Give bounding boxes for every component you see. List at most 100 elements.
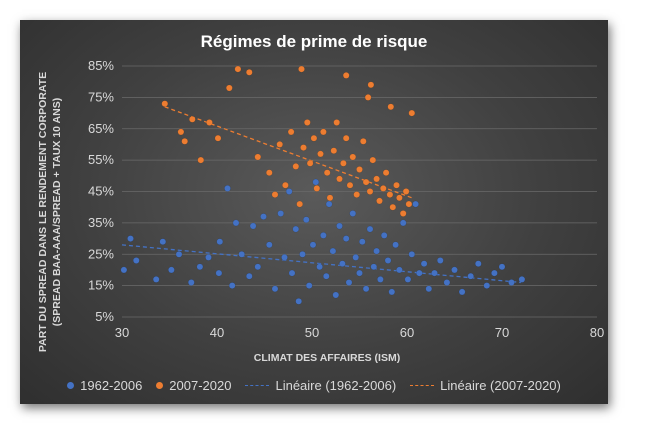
data-point-series-2 <box>323 169 331 176</box>
data-point-series-2 <box>161 100 169 107</box>
y-axis-title-line1: PART DU SPREAD DANS LE RENDEMENT CORPORA… <box>37 72 49 352</box>
data-point-series-1 <box>224 185 231 192</box>
data-point-series-2 <box>379 185 387 192</box>
data-point-series-1 <box>260 213 267 220</box>
data-point-series-1 <box>168 266 175 274</box>
data-point-series-1 <box>196 263 204 271</box>
data-point-series-2 <box>320 128 327 136</box>
data-point-series-1 <box>399 219 407 227</box>
trendline-1 <box>121 244 522 284</box>
legend-item-trend-2: Linéaire (2007-2020) <box>410 378 561 393</box>
data-point-series-1 <box>349 210 357 217</box>
data-point-series-1 <box>127 235 134 242</box>
data-point-series-1 <box>420 260 428 267</box>
scatter-plot: 5% 15% 25% 35% 45% 55% 65% 75% 85% 30 40 50 60 70 80 C… <box>37 58 604 364</box>
data-point-series-2 <box>342 134 350 142</box>
y-tick-label: 35% <box>88 215 114 230</box>
data-point-series-2 <box>317 150 324 158</box>
data-point-series-1 <box>342 235 350 242</box>
data-point-series-2 <box>356 166 363 173</box>
y-tick-label: 25% <box>88 246 114 261</box>
data-point-series-1 <box>325 200 333 208</box>
data-point-series-1 <box>238 250 245 258</box>
data-point-series-2 <box>405 200 413 208</box>
data-point-series-1 <box>205 254 212 261</box>
data-point-series-1 <box>467 272 475 280</box>
legend-label-trend-1: Linéaire (1962-2006) <box>275 378 397 393</box>
data-point-series-1 <box>425 285 433 293</box>
data-point-series-1 <box>175 250 183 258</box>
data-point-series-2 <box>265 169 273 176</box>
data-point-series-2 <box>326 194 334 202</box>
data-point-series-2 <box>333 119 341 126</box>
data-point-series-2 <box>296 200 304 208</box>
data-point-series-2 <box>376 197 383 205</box>
data-point-series-1 <box>216 238 224 245</box>
data-point-series-1 <box>518 276 526 283</box>
data-point-series-1 <box>302 216 310 223</box>
data-point-series-2 <box>367 81 375 89</box>
data-point-series-2 <box>188 116 196 123</box>
data-point-series-1 <box>120 266 128 274</box>
data-point-series-1 <box>305 282 313 289</box>
x-tick-label: 80 <box>590 325 604 340</box>
x-axis-title: CLIMAT DES AFFAIRES (ISM) <box>254 352 400 364</box>
data-point-series-2 <box>234 65 242 73</box>
data-point-series-2 <box>271 191 279 198</box>
data-point-series-1 <box>431 269 438 277</box>
data-point-series-2 <box>340 159 347 167</box>
data-point-series-1 <box>159 238 167 245</box>
data-point-series-2 <box>387 103 395 111</box>
data-point-series-1 <box>384 257 392 264</box>
data-point-series-2 <box>214 134 222 142</box>
data-point-series-1 <box>322 272 330 280</box>
data-point-series-1 <box>366 225 374 233</box>
data-point-series-2 <box>399 210 407 217</box>
data-point-series-1 <box>309 241 317 249</box>
data-point-series-2 <box>177 128 185 136</box>
data-point-series-1 <box>443 279 451 286</box>
data-point-series-2 <box>206 119 213 126</box>
data-point-series-2 <box>181 138 188 145</box>
data-point-series-1 <box>404 276 412 283</box>
data-point-series-1 <box>245 272 253 280</box>
data-point-series-2 <box>303 119 311 126</box>
data-point-series-1 <box>152 276 160 283</box>
data-point-series-1 <box>265 241 273 249</box>
data-point-series-2 <box>254 153 262 161</box>
data-point-series-1 <box>345 279 353 286</box>
legend-marker-series-2 <box>156 382 164 389</box>
data-point-series-2 <box>298 65 305 73</box>
legend-label-trend-2: Linéaire (2007-2020) <box>440 378 561 393</box>
data-point-series-1 <box>498 263 506 271</box>
data-point-series-2 <box>287 128 295 136</box>
data-point-series-1 <box>358 238 366 245</box>
data-point-series-1 <box>288 269 296 277</box>
data-point-series-1 <box>362 285 370 293</box>
data-point-series-1 <box>133 257 140 264</box>
data-point-series-2 <box>382 169 390 176</box>
legend-item-trend-1: Linéaire (1962-2006) <box>245 378 396 393</box>
data-point-series-1 <box>228 282 236 289</box>
data-point-series-1 <box>281 254 288 261</box>
data-point-series-2 <box>353 191 361 198</box>
data-point-series-1 <box>474 260 482 267</box>
data-point-series-2 <box>408 109 416 117</box>
data-point-series-1 <box>332 291 340 299</box>
data-point-series-1 <box>380 232 388 239</box>
data-point-series-1 <box>396 266 403 274</box>
data-point-series-1 <box>458 288 466 296</box>
data-point-series-2 <box>364 94 372 101</box>
data-point-series-1 <box>312 178 320 186</box>
data-point-series-1 <box>320 232 327 239</box>
legend: 1962-2006 2007-2020 Linéaire (1962-2006)… <box>20 378 608 393</box>
data-point-series-1 <box>491 269 498 277</box>
data-point-series-1 <box>451 266 458 274</box>
data-point-series-2 <box>313 185 321 192</box>
y-axis-title-line2: (SPREAD BAA-AAA/SPREAD + TAUX 10 ANS) <box>51 98 63 326</box>
y-tick-label: 75% <box>88 89 114 104</box>
data-point-series-2 <box>310 134 318 142</box>
data-point-series-1 <box>215 269 223 277</box>
data-point-series-2 <box>336 175 343 183</box>
data-point-series-1 <box>370 263 378 271</box>
